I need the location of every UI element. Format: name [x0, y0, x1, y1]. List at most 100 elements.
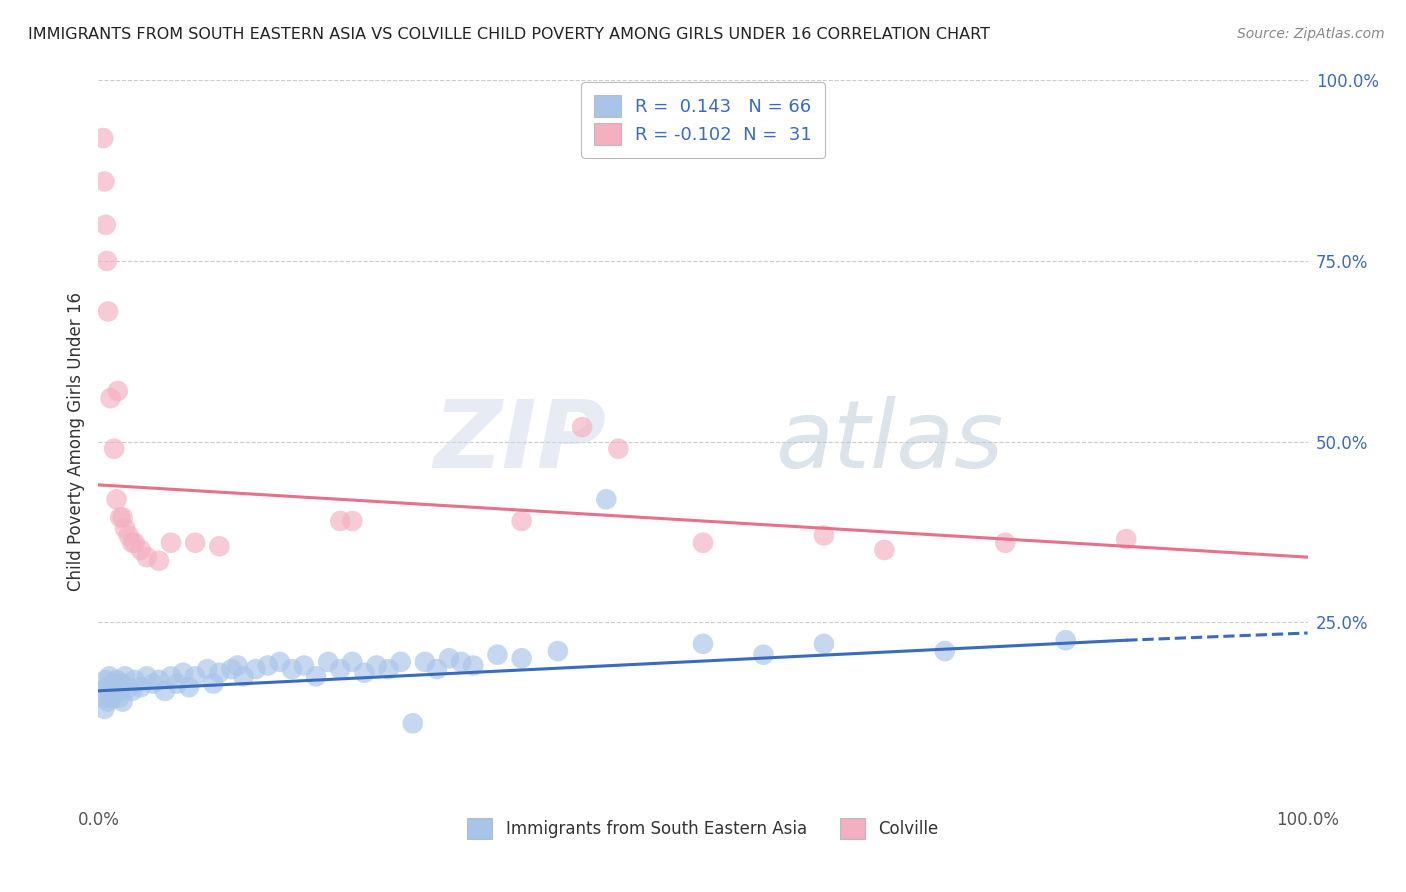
Point: [208, 665, 231, 680]
Point: [93, 174, 115, 188]
Point: [269, 655, 291, 669]
Point: [129, 542, 152, 557]
Point: [221, 662, 243, 676]
Text: Source: ZipAtlas.com: Source: ZipAtlas.com: [1237, 27, 1385, 41]
Point: [752, 648, 775, 662]
Point: [329, 662, 352, 676]
Point: [148, 554, 170, 568]
Point: [100, 391, 122, 405]
Point: [547, 644, 569, 658]
Text: ZIP: ZIP: [433, 395, 606, 488]
Point: [135, 669, 157, 683]
Text: atlas: atlas: [776, 396, 1004, 487]
Point: [1054, 633, 1077, 648]
Point: [426, 662, 449, 676]
Point: [135, 550, 157, 565]
Point: [118, 528, 141, 542]
Point: [179, 680, 201, 694]
Point: [184, 535, 207, 549]
Point: [103, 442, 125, 456]
Point: [98, 669, 121, 683]
Point: [111, 695, 134, 709]
Point: [94, 218, 117, 232]
Point: [97, 304, 120, 318]
Point: [486, 648, 509, 662]
Point: [100, 683, 122, 698]
Legend: Immigrants from South Eastern Asia, Colville: Immigrants from South Eastern Asia, Colv…: [457, 808, 949, 848]
Point: [813, 637, 835, 651]
Point: [124, 535, 146, 549]
Point: [377, 662, 399, 676]
Point: [153, 683, 176, 698]
Point: [108, 510, 131, 524]
Point: [108, 683, 131, 698]
Point: [148, 673, 170, 687]
Text: IMMIGRANTS FROM SOUTH EASTERN ASIA VS COLVILLE CHILD POVERTY AMONG GIRLS UNDER 1: IMMIGRANTS FROM SOUTH EASTERN ASIA VS CO…: [28, 27, 990, 42]
Y-axis label: Child Poverty Among Girls Under 16: Child Poverty Among Girls Under 16: [66, 292, 84, 591]
Point: [692, 535, 714, 549]
Point: [103, 687, 125, 701]
Point: [813, 528, 835, 542]
Point: [121, 535, 143, 549]
Point: [202, 676, 225, 690]
Point: [96, 253, 118, 268]
Point: [114, 521, 136, 535]
Point: [129, 680, 152, 694]
Point: [389, 655, 412, 669]
Point: [353, 665, 375, 680]
Point: [571, 420, 593, 434]
Point: [510, 651, 533, 665]
Point: [160, 535, 183, 549]
Point: [281, 662, 304, 676]
Point: [1115, 532, 1137, 546]
Point: [91, 683, 114, 698]
Point: [402, 716, 425, 731]
Point: [97, 695, 120, 709]
Point: [121, 683, 143, 698]
Point: [105, 673, 128, 687]
Point: [107, 680, 129, 694]
Point: [91, 691, 114, 706]
Point: [108, 691, 131, 706]
Point: [342, 514, 364, 528]
Point: [104, 683, 127, 698]
Point: [510, 514, 533, 528]
Point: [208, 539, 231, 553]
Point: [692, 637, 714, 651]
Point: [160, 669, 183, 683]
Point: [105, 492, 128, 507]
Point: [94, 673, 117, 687]
Point: [245, 662, 267, 676]
Point: [101, 676, 124, 690]
Point: [316, 655, 339, 669]
Point: [607, 442, 630, 456]
Point: [256, 658, 278, 673]
Point: [110, 676, 132, 690]
Point: [873, 542, 896, 557]
Point: [166, 676, 188, 690]
Point: [342, 655, 364, 669]
Point: [329, 514, 352, 528]
Point: [195, 662, 218, 676]
Point: [93, 702, 115, 716]
Point: [994, 535, 1017, 549]
Point: [172, 665, 194, 680]
Point: [142, 676, 165, 690]
Point: [413, 655, 436, 669]
Point: [118, 680, 141, 694]
Point: [437, 651, 460, 665]
Point: [91, 131, 114, 145]
Point: [450, 655, 472, 669]
Point: [305, 669, 328, 683]
Point: [292, 658, 315, 673]
Point: [100, 691, 122, 706]
Point: [184, 669, 207, 683]
Point: [107, 384, 129, 398]
Point: [463, 658, 485, 673]
Point: [226, 658, 249, 673]
Point: [124, 673, 146, 687]
Point: [366, 658, 388, 673]
Point: [114, 669, 136, 683]
Point: [595, 492, 617, 507]
Point: [111, 510, 134, 524]
